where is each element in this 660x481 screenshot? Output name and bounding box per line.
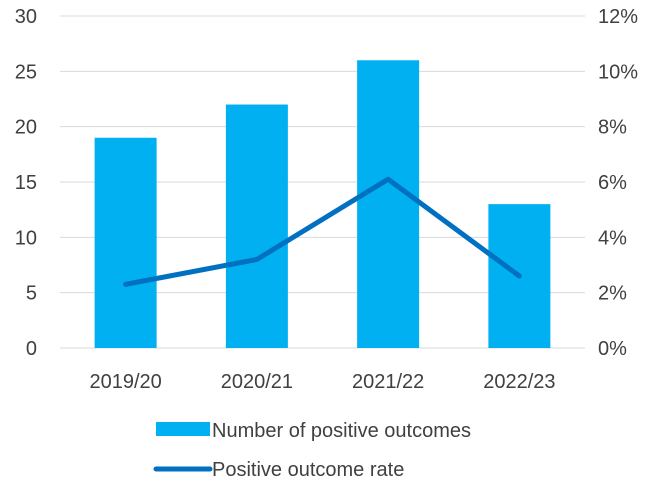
legend-bar-swatch — [156, 422, 210, 436]
left-axis-tick-label: 25 — [15, 61, 37, 83]
right-axis-tick-label: 12% — [598, 6, 638, 28]
right-axis-tick-label: 6% — [598, 172, 627, 194]
x-axis-tick-label: 2021/22 — [352, 371, 424, 393]
right-axis-tick-label: 10% — [598, 61, 638, 83]
legend-item-line: Positive outcome rate — [153, 459, 404, 481]
right-axis-tick-label: 4% — [598, 227, 627, 249]
left-axis-tick-label: 30 — [15, 6, 37, 28]
right-axis-ticks: 0% 2% 4% 6% 8% 10% 12% — [598, 6, 638, 360]
right-axis-tick-label: 2% — [598, 283, 627, 305]
bar-2020/21 — [225, 104, 288, 349]
left-axis-tick-label: 10 — [15, 227, 37, 249]
legend-item-bars: Number of positive outcomes — [156, 420, 471, 442]
left-axis-ticks: 0 5 10 15 20 25 30 — [15, 6, 37, 360]
left-axis-tick-label: 15 — [15, 172, 37, 194]
x-axis-tick-label: 2022/23 — [483, 371, 555, 393]
right-axis-tick-label: 8% — [598, 117, 627, 139]
bar-series — [94, 60, 551, 349]
x-axis-tick-label: 2020/21 — [221, 371, 293, 393]
bar-2019/20 — [94, 137, 157, 348]
left-axis-tick-label: 0 — [26, 338, 37, 360]
left-axis-tick-label: 5 — [26, 283, 37, 305]
right-axis-tick-label: 0% — [598, 338, 627, 360]
legend-line-label: Positive outcome rate — [212, 459, 404, 481]
bar-2021/22 — [357, 60, 420, 349]
x-axis-ticks: 2019/20 2020/21 2021/22 2022/23 — [89, 371, 555, 393]
legend: Number of positive outcomes Positive out… — [153, 420, 471, 481]
left-axis-tick-label: 20 — [15, 117, 37, 139]
rate-line — [123, 176, 522, 287]
legend-bar-label: Number of positive outcomes — [212, 420, 471, 442]
x-axis-tick-label: 2019/20 — [89, 371, 161, 393]
line-series — [123, 176, 522, 287]
